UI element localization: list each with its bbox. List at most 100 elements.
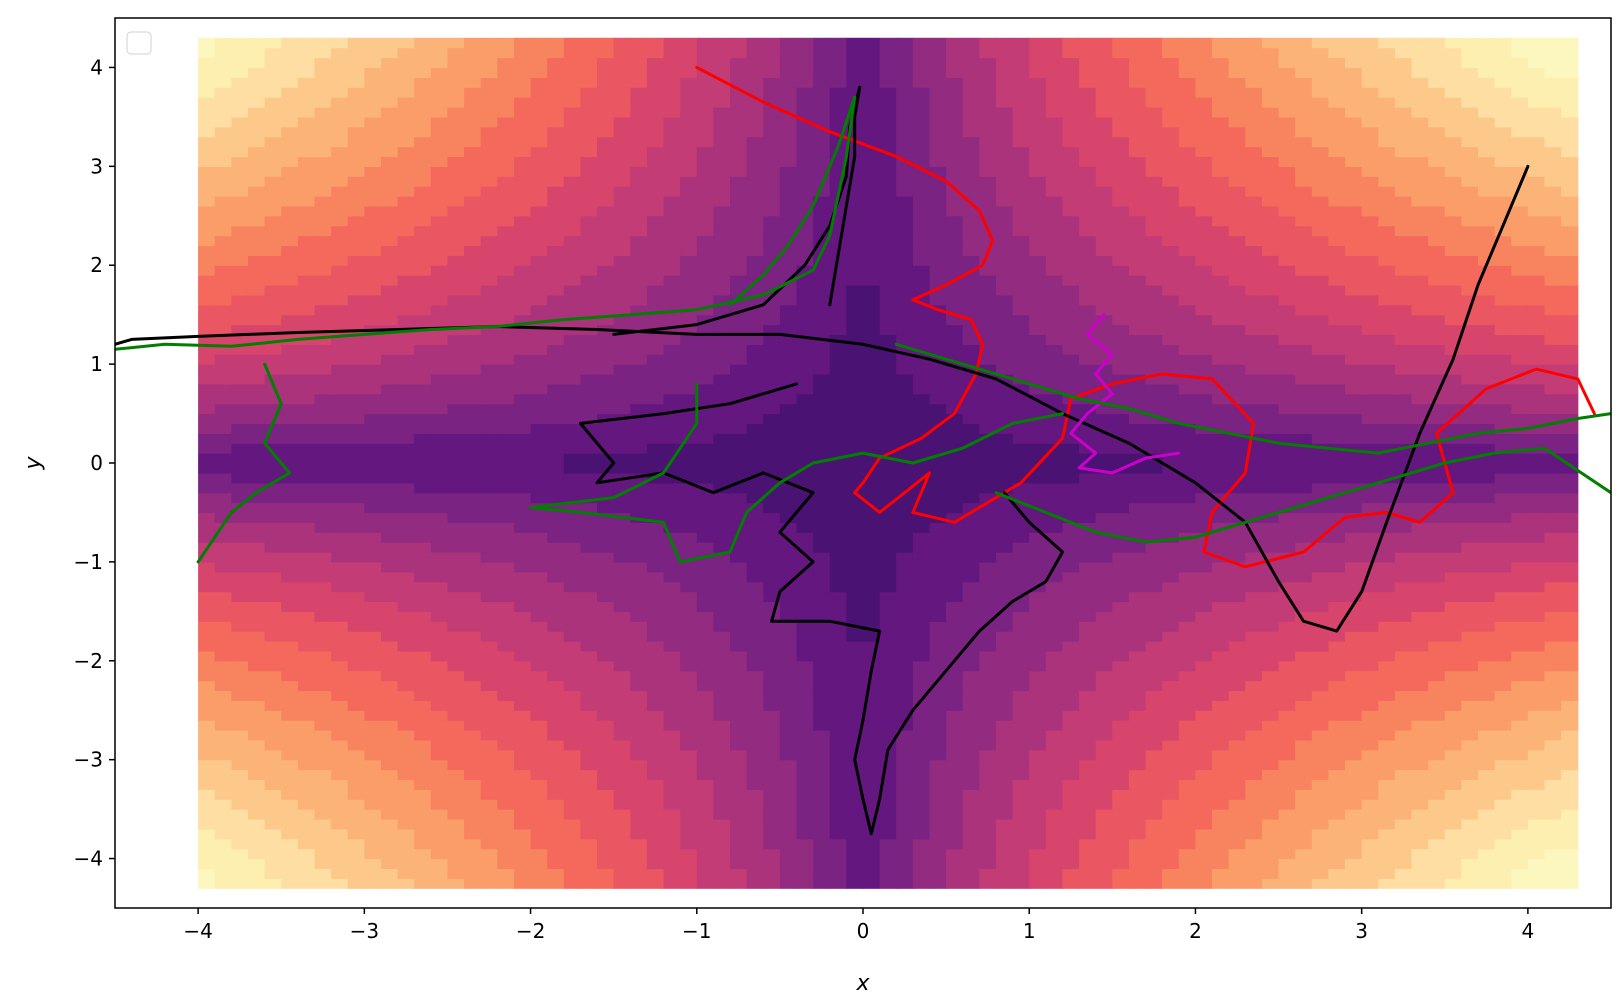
- contour-cell: [912, 37, 931, 49]
- contour-cell: [746, 799, 764, 810]
- contour-cell: [247, 126, 266, 138]
- contour-cell: [829, 275, 847, 286]
- contour-cell: [530, 858, 548, 870]
- contour-cell: [281, 650, 299, 662]
- contour-cell: [513, 324, 532, 336]
- contour-cell: [912, 304, 931, 316]
- contour-cell: [530, 601, 548, 612]
- contour-cell: [247, 57, 266, 69]
- contour-cell: [347, 47, 365, 59]
- contour-cell: [247, 205, 266, 217]
- contour-cell: [480, 621, 498, 632]
- contour-cell: [563, 650, 582, 662]
- contour-cell: [912, 759, 931, 771]
- contour-cell: [497, 848, 515, 860]
- contour-cell: [597, 680, 615, 692]
- contour-cell: [1029, 759, 1047, 771]
- contour-cell: [1045, 819, 1064, 830]
- contour-cell: [912, 413, 931, 425]
- contour-cell: [1012, 186, 1030, 197]
- contour-cell: [380, 156, 399, 167]
- contour-cell: [1145, 492, 1163, 504]
- contour-cell: [613, 126, 631, 138]
- contour-cell: [530, 294, 548, 306]
- contour-cell: [347, 581, 365, 593]
- contour-cell: [364, 166, 382, 177]
- contour-cell: [1045, 739, 1064, 751]
- contour-cell: [464, 809, 482, 820]
- contour-cell: [447, 670, 465, 682]
- contour-cell: [846, 47, 864, 59]
- contour-cell: [430, 601, 449, 612]
- contour-cell: [1045, 492, 1064, 504]
- contour-cell: [713, 186, 731, 197]
- contour-cell: [929, 542, 947, 553]
- contour-cell: [746, 156, 764, 167]
- contour-cell: [547, 265, 565, 276]
- contour-cell: [613, 650, 631, 662]
- contour-cell: [646, 47, 665, 59]
- contour-cell: [879, 631, 897, 642]
- contour-cell: [264, 443, 282, 454]
- contour-cell: [995, 878, 1014, 889]
- contour-cell: [1012, 245, 1030, 256]
- contour-cell: [497, 47, 515, 59]
- contour-cell: [198, 522, 216, 533]
- contour-cell: [746, 710, 764, 721]
- contour-cell: [281, 413, 299, 425]
- contour-cell: [547, 77, 565, 88]
- contour-cell: [680, 255, 698, 266]
- contour-cell: [264, 47, 282, 59]
- contour-cell: [879, 680, 897, 692]
- contour-cell: [879, 393, 897, 405]
- contour-cell: [763, 472, 781, 484]
- contour-cell: [813, 611, 831, 622]
- contour-cell: [1079, 156, 1097, 167]
- contour-cell: [430, 364, 449, 375]
- contour-cell: [879, 225, 897, 237]
- contour-cell: [680, 779, 698, 790]
- contour-cell: [281, 354, 299, 365]
- contour-cell: [397, 294, 415, 306]
- contour-cell: [1145, 334, 1163, 345]
- contour-cell: [696, 769, 714, 781]
- contour-cell: [995, 828, 1014, 840]
- contour-cell: [547, 176, 565, 187]
- contour-cell: [247, 670, 266, 682]
- contour-cell: [879, 819, 897, 830]
- contour-cell: [946, 720, 964, 731]
- contour-cell: [1045, 690, 1064, 701]
- contour-cell: [912, 502, 931, 514]
- contour-cell: [580, 759, 598, 771]
- contour-cell: [929, 245, 947, 256]
- contour-cell: [447, 611, 465, 622]
- contour-cell: [297, 383, 316, 395]
- contour-cell: [1128, 87, 1147, 98]
- contour-cell: [1128, 482, 1147, 494]
- contour-cell: [1079, 196, 1097, 207]
- contour-cell: [746, 759, 764, 771]
- contour-cell: [1145, 245, 1163, 256]
- contour-cell: [1045, 522, 1064, 533]
- contour-cell: [297, 393, 316, 405]
- contour-cell: [863, 354, 881, 365]
- contour-cell: [630, 304, 648, 316]
- contour-cell: [1079, 97, 1097, 108]
- contour-cell: [1029, 591, 1047, 603]
- contour-cell: [281, 552, 299, 563]
- contour-cell: [397, 868, 415, 879]
- contour-cell: [979, 690, 997, 701]
- contour-cell: [214, 660, 232, 672]
- contour-cell: [364, 532, 382, 543]
- contour-cell: [530, 828, 548, 840]
- contour-cell: [663, 641, 681, 652]
- contour-cell: [297, 749, 316, 761]
- contour-cell: [696, 245, 714, 256]
- contour-cell: [796, 413, 814, 425]
- contour-cell: [1145, 67, 1163, 78]
- contour-cell: [231, 561, 249, 573]
- contour-cell: [1128, 255, 1147, 266]
- contour-cell: [896, 789, 914, 800]
- contour-cell: [879, 700, 897, 711]
- contour-cell: [730, 235, 748, 247]
